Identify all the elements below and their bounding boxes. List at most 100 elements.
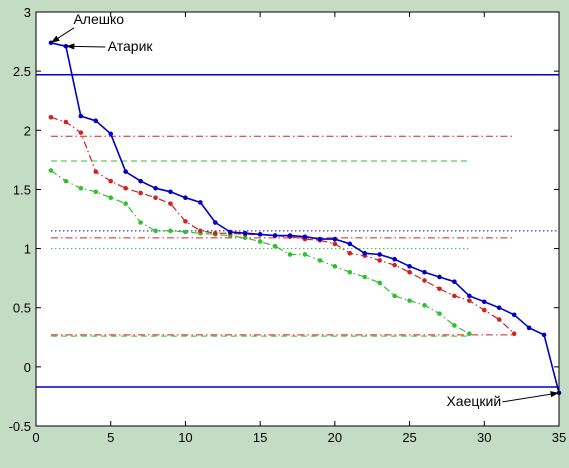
series-1-point [302, 234, 308, 240]
series-2-point [138, 190, 143, 196]
series-2-point [213, 230, 218, 236]
series-3-point [392, 293, 397, 299]
plot-area [36, 12, 559, 426]
series-1-point [362, 251, 368, 256]
series-3-point [452, 323, 457, 328]
series-1-point [198, 200, 203, 205]
series-1-point [138, 178, 143, 184]
x-tick-label: 35 [552, 430, 566, 445]
series-1-point [347, 241, 353, 247]
annotation-label: Хаецкий [446, 393, 501, 409]
annotation-arrow-head [550, 391, 559, 398]
series-1-point [153, 185, 158, 191]
x-tick-label: 0 [32, 430, 39, 445]
series-3-point [407, 298, 412, 303]
x-tick-label: 15 [253, 430, 267, 445]
series-1-point [108, 131, 114, 137]
series-3-point [302, 252, 308, 257]
series-1-point [526, 325, 532, 331]
series-3-point [332, 264, 338, 269]
series-1-point [257, 232, 263, 237]
annotation-1: Алешко [50, 11, 124, 44]
x-tick-label: 25 [402, 430, 416, 445]
series-3-point [242, 235, 248, 241]
series-1-point [392, 256, 397, 262]
series-3-point [48, 168, 54, 173]
series-1 [48, 40, 562, 396]
x-tick-label: 20 [328, 430, 342, 445]
series-3-point [153, 228, 158, 234]
series-2-point [407, 269, 412, 275]
series-1-point [93, 118, 99, 124]
series-2-point [496, 317, 502, 322]
y-tick-label: 0.5 [13, 301, 31, 316]
series-3-point [63, 178, 69, 184]
series-1-point [407, 264, 412, 269]
series-2-point [467, 298, 472, 303]
series-2-point [437, 286, 442, 292]
series-1-point [467, 293, 472, 299]
annotation-arrow-head [65, 43, 75, 50]
series-3-point [93, 189, 99, 195]
series-2-point [452, 293, 457, 299]
series-3-point [362, 274, 368, 280]
series-2-point [198, 228, 203, 234]
series-1-point [78, 113, 84, 119]
series-3-point [347, 269, 353, 275]
series-3-point [272, 243, 278, 249]
series-2-point [153, 195, 158, 201]
x-tick-label: 30 [477, 430, 491, 445]
series-1-point [496, 305, 502, 311]
series-3-point [123, 201, 128, 206]
series-2-point [481, 307, 487, 313]
series-2-point [377, 258, 382, 263]
axis-ticks: 0 5 10 15 20 25 30 35-0.500.511.522.53 [9, 5, 567, 445]
series-2-point [422, 278, 427, 283]
series-2-point [123, 185, 128, 191]
series-1-point [213, 220, 218, 225]
x-tick-label: 10 [178, 430, 192, 445]
series-3-point [437, 311, 442, 316]
series-1-point [437, 274, 442, 280]
annotation-label: Алешко [73, 11, 124, 27]
series-2-point [48, 114, 54, 120]
y-tick-label: 1 [24, 242, 31, 257]
series-3-point [78, 185, 84, 191]
series-2-point [63, 119, 69, 125]
series-2-point [93, 169, 99, 174]
series-1-point [332, 236, 338, 242]
series-3-point [257, 239, 263, 244]
series-2-point [168, 201, 173, 206]
series-3-point [287, 252, 293, 257]
series-3-point [138, 220, 143, 225]
annotation-2: Атарик [65, 38, 154, 54]
y-tick-label: 2 [24, 123, 31, 138]
series-2-point [108, 178, 114, 184]
annotation-arrow-head [50, 35, 60, 43]
series-1-point [242, 230, 248, 236]
series-2-point [347, 251, 353, 256]
annotation-3: Хаецкий [446, 391, 560, 409]
series-3-point [377, 280, 382, 286]
series-2-point [183, 219, 188, 224]
series-layer [48, 40, 562, 396]
series-1-point [227, 229, 233, 235]
series-1-point [183, 195, 188, 201]
series-2-point [392, 262, 397, 268]
series-2-point [332, 241, 338, 247]
series-1-point [287, 233, 293, 238]
series-3 [48, 168, 472, 337]
series-1-point [541, 332, 547, 338]
series-3-point [317, 258, 323, 263]
series-1-point [272, 233, 278, 238]
y-tick-label: 0 [24, 360, 31, 375]
annotation-label: Атарик [108, 38, 154, 54]
series-3-point [108, 195, 114, 201]
y-tick-label: 1.5 [13, 182, 31, 197]
annotations: Алешко Атарик Хаецкий [50, 11, 560, 409]
series-2-point [511, 331, 517, 337]
annotation-arrow-line [502, 392, 560, 403]
series-3-point [183, 229, 188, 235]
series-1-point [511, 312, 517, 318]
